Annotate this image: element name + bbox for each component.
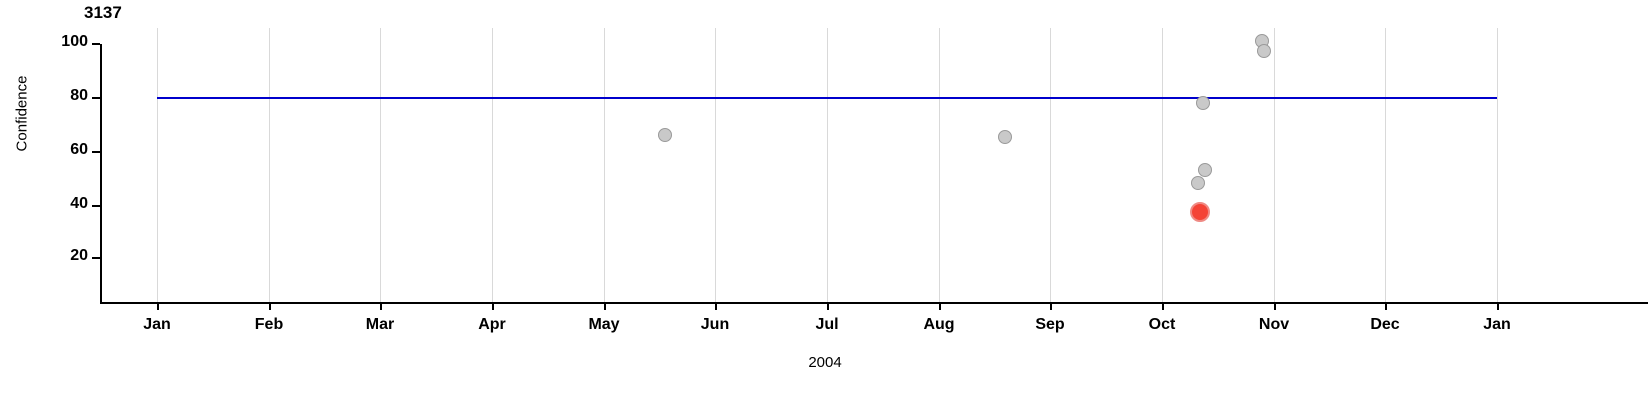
data-point-highlighted[interactable] xyxy=(1190,202,1210,222)
x-axis-tick-label: Jul xyxy=(815,316,839,333)
x-axis-tick xyxy=(1274,302,1276,310)
y-axis-tick-label: 60 xyxy=(70,141,88,158)
x-axis-tick xyxy=(939,302,941,310)
y-axis-tick-label: 40 xyxy=(70,195,88,212)
x-gridline xyxy=(1050,28,1051,302)
x-axis-tick-label: Apr xyxy=(478,316,506,333)
y-axis-tick xyxy=(92,151,100,153)
data-point[interactable] xyxy=(1191,176,1205,190)
x-gridline xyxy=(157,28,158,302)
data-point[interactable] xyxy=(658,128,672,142)
x-axis-tick xyxy=(604,302,606,310)
data-point[interactable] xyxy=(1196,96,1210,110)
x-gridline xyxy=(1162,28,1163,302)
x-axis-tick-label: Aug xyxy=(923,316,955,333)
x-axis-tick xyxy=(827,302,829,310)
y-axis-tick xyxy=(92,97,100,99)
y-axis-tick-label: 80 xyxy=(70,87,88,104)
y-axis-tick xyxy=(92,43,100,45)
x-gridline xyxy=(939,28,940,302)
x-axis-tick-label: Sep xyxy=(1035,316,1065,333)
x-axis-tick-label: Jan xyxy=(143,316,171,333)
x-gridline xyxy=(604,28,605,302)
x-axis-tick xyxy=(1385,302,1387,310)
x-axis-tick xyxy=(1497,302,1499,310)
x-axis-tick-label: May xyxy=(588,316,620,333)
x-gridline xyxy=(715,28,716,302)
x-gridline xyxy=(492,28,493,302)
x-axis-label: 2004 xyxy=(808,354,842,371)
y-axis-tick xyxy=(92,257,100,259)
threshold-line xyxy=(157,97,1497,99)
x-axis-tick xyxy=(269,302,271,310)
x-gridline xyxy=(1274,28,1275,302)
x-axis-tick xyxy=(492,302,494,310)
x-axis-tick xyxy=(157,302,159,310)
page-title: 3137 xyxy=(84,3,122,22)
x-axis-tick-label: Oct xyxy=(1148,316,1176,333)
y-axis-tick xyxy=(92,205,100,207)
x-axis-tick-label: Feb xyxy=(254,316,284,333)
x-gridline xyxy=(380,28,381,302)
y-axis-tick-label: 100 xyxy=(61,33,88,50)
y-axis-line xyxy=(100,44,102,302)
x-axis-tick xyxy=(715,302,717,310)
x-axis-tick-label: Jun xyxy=(700,316,730,333)
x-axis-tick-label: Jan xyxy=(1483,316,1511,333)
x-axis-tick-label: Dec xyxy=(1370,316,1400,333)
x-gridline xyxy=(1385,28,1386,302)
data-point[interactable] xyxy=(1198,163,1212,177)
data-point[interactable] xyxy=(998,130,1012,144)
x-axis-tick xyxy=(1162,302,1164,310)
x-axis-tick xyxy=(380,302,382,310)
data-point[interactable] xyxy=(1257,44,1271,58)
y-axis-tick-label: 20 xyxy=(70,247,88,264)
x-axis-tick-label: Nov xyxy=(1258,316,1290,333)
x-gridline xyxy=(269,28,270,302)
x-axis-tick-label: Mar xyxy=(365,316,395,333)
x-axis-tick xyxy=(1050,302,1052,310)
x-gridline xyxy=(827,28,828,302)
x-gridline xyxy=(1497,28,1498,302)
x-axis-line xyxy=(100,302,1648,304)
